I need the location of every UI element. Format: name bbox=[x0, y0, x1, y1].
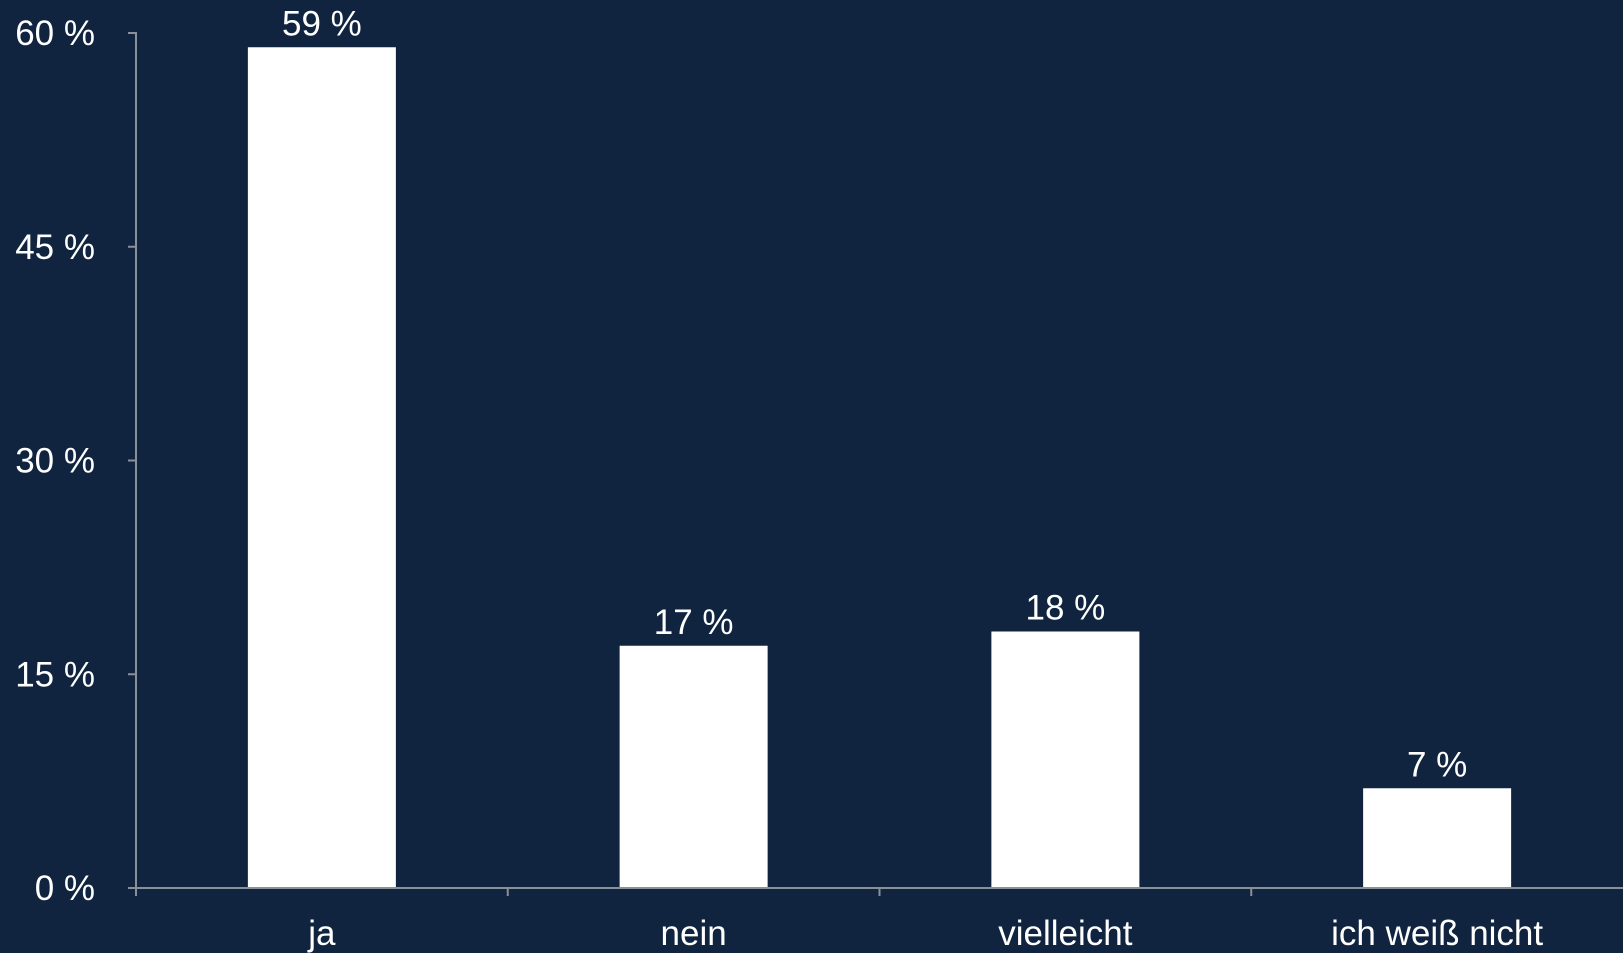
bar bbox=[991, 631, 1140, 888]
data-label: 17 % bbox=[654, 603, 734, 642]
bar bbox=[619, 645, 768, 888]
category-labels: ja nein vielleicht ich weiß nicht bbox=[307, 914, 1543, 953]
category-label: nein bbox=[661, 914, 727, 953]
y-axis-ticks: 0 % 15 % 30 % 45 % 60 % bbox=[15, 14, 136, 908]
data-label: 59 % bbox=[282, 4, 362, 43]
y-tick-label: 45 % bbox=[15, 228, 95, 267]
category-label: ich weiß nicht bbox=[1331, 914, 1543, 953]
y-tick-label: 60 % bbox=[15, 14, 95, 53]
data-labels: 59 % 17 % 18 % 7 % bbox=[282, 4, 1467, 784]
category-label: vielleicht bbox=[998, 914, 1132, 953]
bar bbox=[1363, 788, 1512, 888]
y-tick-label: 15 % bbox=[15, 655, 95, 694]
y-tick-label: 30 % bbox=[15, 442, 95, 481]
data-label: 18 % bbox=[1025, 589, 1105, 628]
category-label: ja bbox=[307, 914, 336, 953]
data-label: 7 % bbox=[1407, 745, 1467, 784]
bars bbox=[247, 47, 1512, 888]
bar bbox=[247, 47, 396, 888]
axes bbox=[128, 32, 1623, 896]
y-tick-label: 0 % bbox=[35, 869, 95, 908]
